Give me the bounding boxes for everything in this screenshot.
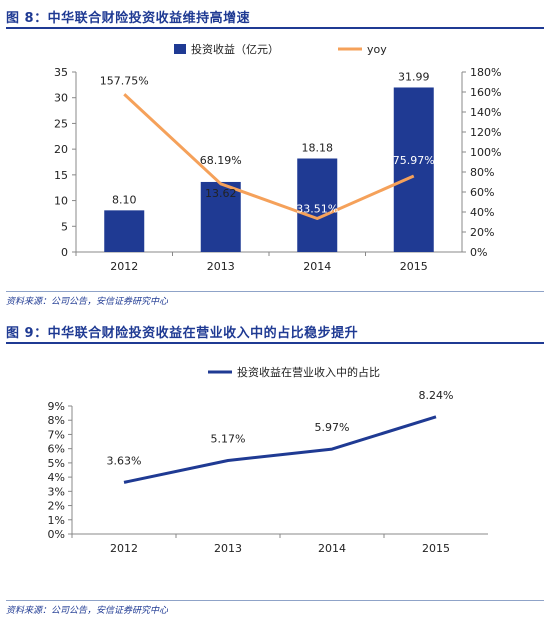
y-tick-label: 1% (48, 514, 65, 527)
y-left-tick-label: 20 (54, 143, 68, 156)
share-data-label: 8.24% (419, 389, 454, 402)
figure-9-source: 资料来源：公司公告，安信证券研究中心 (6, 606, 169, 616)
bar-data-label: 13.62 (205, 187, 237, 200)
y-left-tick-label: 0 (61, 246, 68, 259)
y-tick-label: 4% (48, 471, 65, 484)
y-right-tick-label: 180% (470, 66, 501, 79)
x-tick-label: 2012 (110, 542, 138, 555)
legend-line-label: yoy (367, 43, 387, 56)
share-line (123, 415, 437, 484)
bar (200, 181, 241, 252)
x-tick-label: 2013 (207, 260, 235, 273)
y-left-tick-label: 5 (61, 220, 68, 233)
y-tick-label: 3% (48, 485, 65, 498)
y-tick-label: 7% (48, 428, 65, 441)
yoy-data-label: 68.19% (200, 154, 242, 167)
x-tick-label: 2015 (422, 542, 450, 555)
bar (104, 210, 145, 252)
bar-data-label: 31.99 (398, 70, 430, 83)
share-data-label: 3.63% (107, 454, 142, 467)
legend-line-label: 投资收益在营业收入中的占比 (237, 365, 380, 379)
y-right-tick-label: 140% (470, 106, 501, 119)
legend-bar-label: 投资收益（亿元） (191, 42, 279, 56)
y-tick-label: 9% (48, 400, 65, 413)
y-left-tick-label: 10 (54, 195, 68, 208)
x-tick-label: 2012 (110, 260, 138, 273)
y-tick-label: 0% (48, 528, 65, 541)
y-left-tick-label: 25 (54, 117, 68, 130)
figure-8-source-rule (6, 291, 544, 292)
y-left-tick-label: 15 (54, 169, 68, 182)
y-right-tick-label: 160% (470, 86, 501, 99)
bar (297, 158, 338, 252)
figure-8-source: 资料来源：公司公告，安信证券研究中心 (6, 297, 169, 307)
y-right-tick-label: 120% (470, 126, 501, 139)
figure-9-title: 图 9：中华联合财险投资收益在营业收入中的占比稳步提升 (6, 326, 359, 341)
bar-data-label: 8.10 (112, 193, 137, 206)
y-right-tick-label: 60% (470, 186, 494, 199)
y-right-tick-label: 40% (470, 206, 494, 219)
x-tick-label: 2014 (318, 542, 346, 555)
investment-income-chart: 0 5 10 15 20 25 30 35 0% 20% 40% 60% 80% 100% 120% 140%… (54, 42, 501, 273)
bar (393, 87, 434, 252)
y-tick-label: 8% (48, 414, 65, 427)
y-right-tick-label: 20% (470, 226, 494, 239)
y-left-tick-label: 30 (54, 92, 68, 105)
figure-9-source-rule (6, 600, 544, 601)
y-left-tick-label: 35 (54, 66, 68, 79)
y-tick-label: 2% (48, 500, 65, 513)
x-tick-label: 2013 (214, 542, 242, 555)
legend-bar-swatch (174, 44, 186, 54)
y-right-tick-label: 80% (470, 166, 494, 179)
x-tick-label: 2014 (303, 260, 331, 273)
y-right-tick-label: 100% (470, 146, 501, 159)
figure-9-title-rule (6, 342, 544, 344)
x-tick-label: 2015 (400, 260, 428, 273)
bar-data-label: 18.18 (302, 142, 334, 155)
yoy-data-label: 75.97% (393, 154, 435, 167)
yoy-line (123, 93, 415, 220)
income-share-chart: 0%1%2% 3%4%5%6% 7%8%9% 2012 2013 2014 2015 3.63… (48, 365, 488, 555)
yoy-data-label: 157.75% (100, 74, 149, 87)
figure-8-title: 图 8：中华联合财险投资收益维持高增速 (6, 11, 251, 26)
figure-8-title-rule (6, 27, 544, 29)
y-right-tick-label: 0% (470, 246, 487, 259)
share-data-label: 5.97% (315, 421, 350, 434)
share-data-label: 5.17% (211, 432, 246, 445)
yoy-data-label: 33.51% (296, 202, 338, 215)
y-tick-label: 5% (48, 457, 65, 470)
y-tick-label: 6% (48, 443, 65, 456)
